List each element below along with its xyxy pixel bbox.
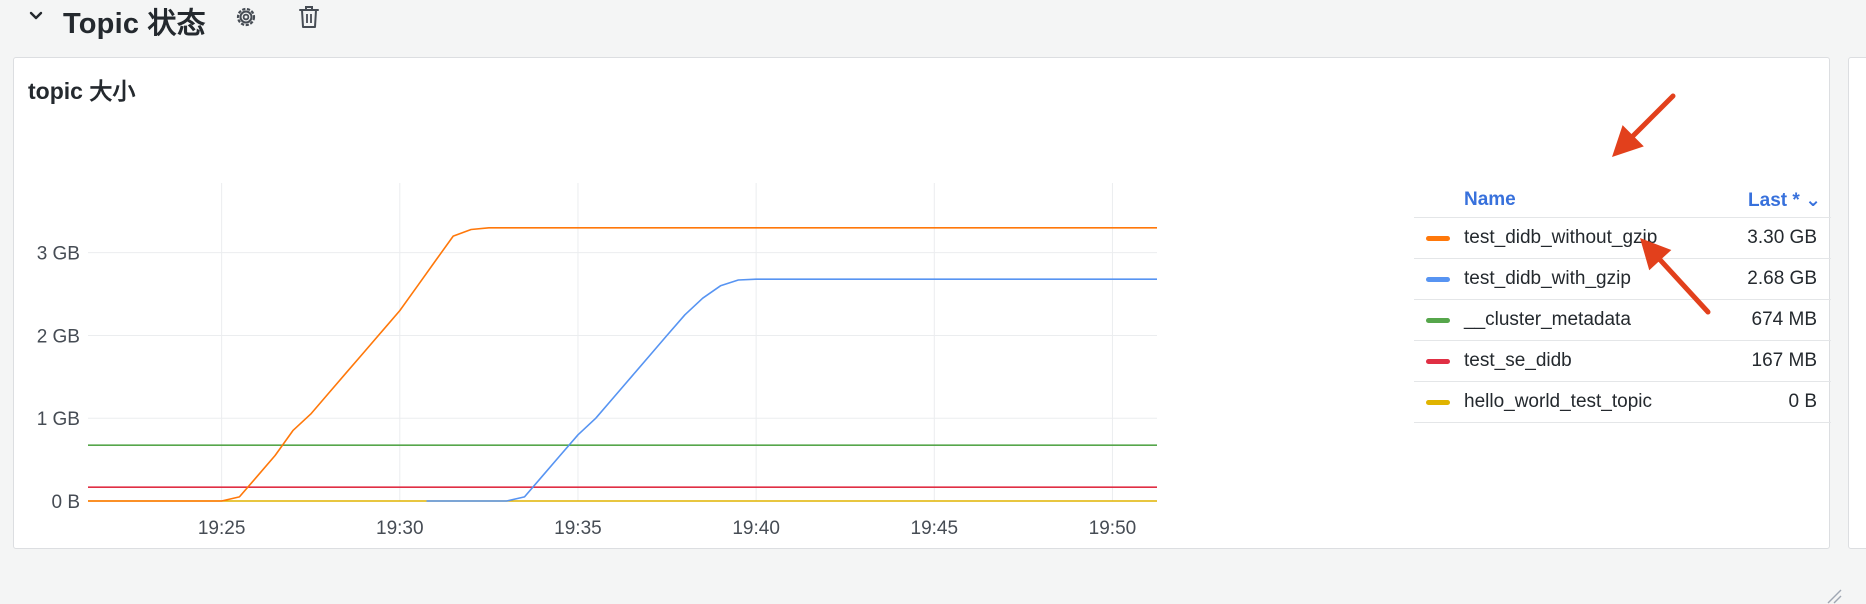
- resize-handle-icon[interactable]: [1826, 588, 1842, 604]
- annotation-arrows: [0, 0, 1866, 552]
- arrow-annotation-1-shaft: [1633, 96, 1673, 136]
- arrow-annotation-2-shaft: [1660, 260, 1708, 312]
